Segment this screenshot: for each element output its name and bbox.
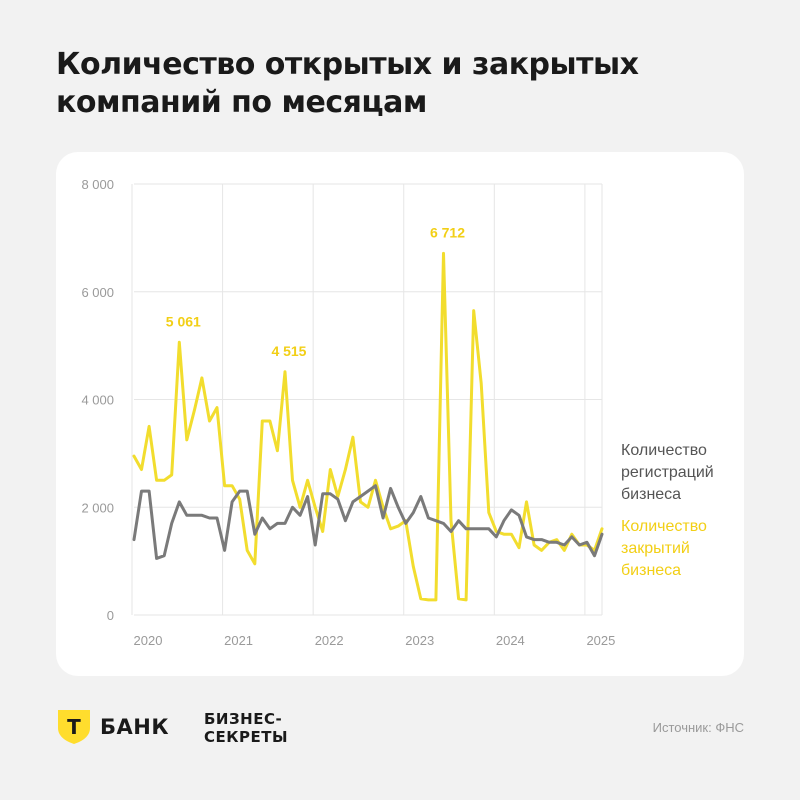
x-tick-label: 2022	[315, 633, 344, 648]
legend-registrations: Количество регистраций бизнеса	[621, 442, 714, 503]
brand-line-2: СЕКРЕТЫ	[204, 728, 289, 746]
chart-card: 8 000 6 000 4 000 2 000 0 2020 2021 2022 2023 202…	[56, 152, 744, 676]
x-tick-label: 2024	[496, 633, 525, 648]
page-title: Количество открытых и закрытых компаний …	[56, 47, 639, 120]
y-tick-label: 2 000	[81, 500, 114, 515]
y-tick-label: 4 000	[81, 393, 114, 408]
source-note: Источник: ФНС	[652, 720, 744, 735]
y-tick-label: 0	[107, 608, 114, 623]
series-line-registrations	[132, 484, 604, 560]
tbank-logo: Т БАНК	[56, 708, 169, 746]
line-chart: 8 000 6 000 4 000 2 000 0 2020 2021 2022 2023 202…	[81, 177, 615, 648]
legend-closures: Количество закрытий бизнеса	[621, 518, 707, 579]
business-secrets-logo: БИЗНЕС- СЕКРЕТЫ	[204, 710, 288, 746]
x-tick-label: 2025	[586, 633, 615, 648]
tbank-shield-icon: Т	[58, 710, 90, 744]
y-tick-label: 8 000	[81, 177, 114, 192]
x-tick-label: 2023	[405, 633, 434, 648]
data-label: 5 061	[166, 313, 201, 329]
data-label: 6 712	[430, 224, 465, 240]
y-tick-label: 6 000	[81, 285, 114, 300]
logo-letter: Т	[67, 715, 81, 739]
x-tick-label: 2021	[224, 633, 253, 648]
bank-name: БАНК	[100, 715, 169, 739]
x-tick-label: 2020	[134, 633, 163, 648]
data-label: 4 515	[271, 343, 306, 359]
series-line-closures	[132, 251, 604, 602]
brand-line-1: БИЗНЕС-	[204, 710, 283, 728]
